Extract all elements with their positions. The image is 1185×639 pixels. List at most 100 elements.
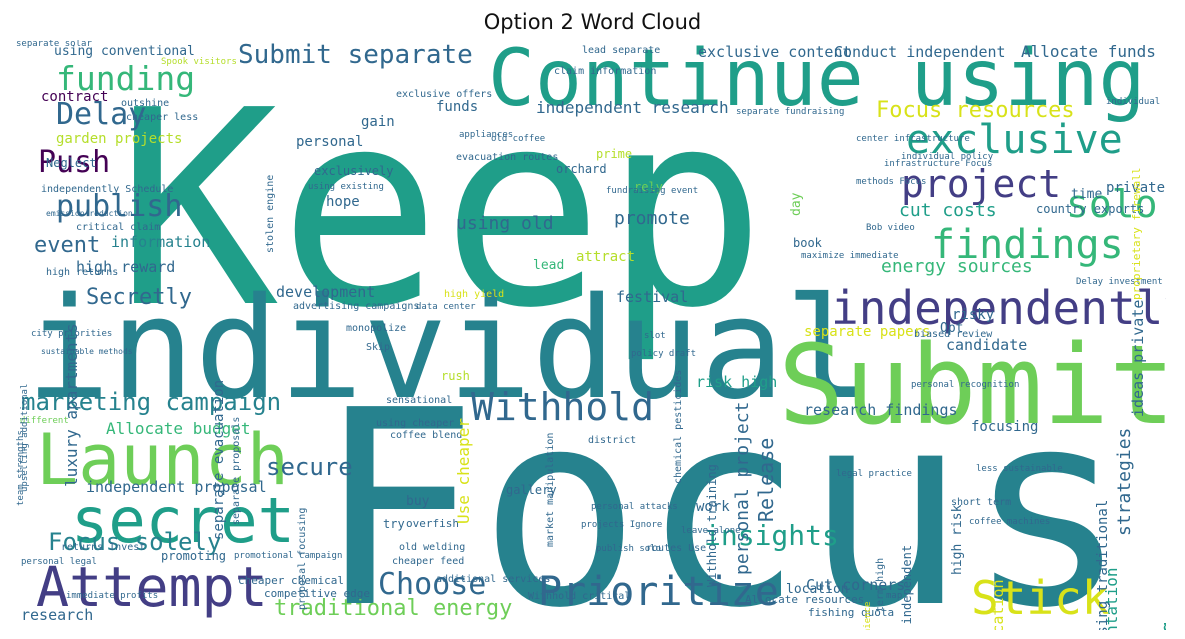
word: secret (71, 484, 295, 557)
word: promoting (161, 549, 227, 563)
word: leave alone (681, 526, 741, 536)
word: cut costs (899, 200, 997, 221)
word: monopolize (346, 323, 407, 334)
word: buy (406, 494, 430, 509)
word: day (789, 192, 804, 217)
word: rely (634, 180, 663, 194)
word: gain (361, 114, 395, 130)
word: insights (704, 519, 839, 552)
word: Allocate budget (106, 419, 251, 438)
word: coffee machines (969, 517, 1051, 527)
word: old coffee (491, 134, 546, 144)
word: using traditional (1095, 499, 1111, 631)
word: rush (441, 369, 470, 383)
word: lead (533, 258, 565, 273)
word: old welding (399, 542, 466, 553)
word: high risk (950, 504, 965, 576)
word: maximize immediate (801, 251, 899, 261)
word: Submit (778, 321, 1166, 449)
word: exclusive offers (396, 89, 493, 100)
word: Use cheaper (454, 417, 473, 524)
word: methods Focus (856, 177, 927, 187)
word: solo publication (989, 580, 1007, 631)
word: center infrastructure (856, 134, 970, 144)
word: funding (56, 59, 196, 98)
word: appliances (459, 130, 514, 140)
word: publish solo (596, 544, 662, 554)
word: country exports (1036, 202, 1145, 216)
word: proposal focusing (297, 507, 308, 610)
word: Skip (366, 342, 391, 353)
word: separate evacuation (211, 379, 227, 540)
word: lead separate (582, 45, 661, 56)
word: critical claim (76, 222, 161, 233)
word: funds (436, 99, 479, 115)
word: personal project (732, 401, 753, 575)
word: Push (38, 145, 111, 180)
word: using cheaper (376, 418, 455, 429)
chart-title: Option 2 Word Cloud (483, 10, 702, 34)
word: individual (26, 268, 869, 431)
word: secure (266, 453, 353, 481)
word: individual team (1106, 97, 1166, 107)
word: book (793, 236, 822, 250)
word: Spook visitors (161, 57, 237, 67)
word: independent research (536, 98, 729, 117)
word: slot (644, 331, 666, 341)
word: exclusively (314, 164, 394, 178)
word: separate proposals (231, 416, 242, 525)
word: stolen engine (265, 174, 276, 253)
word: using existing (308, 182, 384, 192)
word: Focus resources (876, 98, 1075, 123)
word: high reward (76, 258, 176, 276)
word: Attempt (36, 555, 268, 619)
word: returns Invest (61, 542, 146, 553)
word: sustainable methods (41, 347, 133, 356)
word: policy draft (631, 349, 697, 359)
word: map (886, 591, 903, 601)
word: chemical pesticides (673, 369, 684, 484)
word: marketing campaign (21, 388, 282, 416)
word: evacuation routes (456, 152, 559, 163)
word: competitive edge (264, 587, 370, 600)
word: fundraising event (606, 186, 699, 196)
word: infrastructure Focus (884, 159, 993, 169)
word: biased review (914, 329, 993, 340)
word: team strengths (16, 429, 26, 506)
word: focusing (971, 419, 1039, 435)
word: Allocate funds (1021, 42, 1156, 61)
word: orchard (556, 162, 607, 176)
word: research (21, 606, 94, 624)
word: Delay investment (1076, 277, 1163, 287)
word: ideas private (1129, 299, 1147, 417)
word: pursue independent (900, 544, 914, 630)
word: Launch (36, 419, 289, 501)
word: Opt (940, 321, 964, 336)
word: individual policy (901, 152, 994, 162)
word: proprietary firewall (1130, 167, 1143, 300)
word: findings (931, 222, 1124, 268)
word: claim information (554, 66, 657, 77)
word: personal legal (21, 557, 97, 567)
word: Choose (378, 567, 487, 602)
word: event (34, 233, 101, 258)
word: exclusive content (698, 43, 852, 61)
word: data center (416, 302, 476, 312)
word: personal (296, 134, 364, 150)
word: immediate profits (66, 591, 159, 601)
word: Focus (316, 352, 1129, 631)
word: cheaper less (126, 112, 199, 123)
word-cloud: Keep Focus individual Submit Continue using L… (16, 40, 1166, 630)
word: using conventional (54, 44, 195, 59)
word: legal practice (836, 469, 912, 479)
word: time (1071, 187, 1103, 202)
word: hope (326, 194, 360, 210)
word: term high (875, 557, 886, 612)
word: Submit separate (238, 40, 473, 70)
word: independent proposal (86, 478, 267, 496)
word: personal convenience (863, 602, 873, 630)
word: research findings (804, 401, 958, 419)
word: projects Ignore (581, 520, 663, 530)
word: work (696, 499, 730, 515)
word: Cut corners (806, 576, 906, 594)
